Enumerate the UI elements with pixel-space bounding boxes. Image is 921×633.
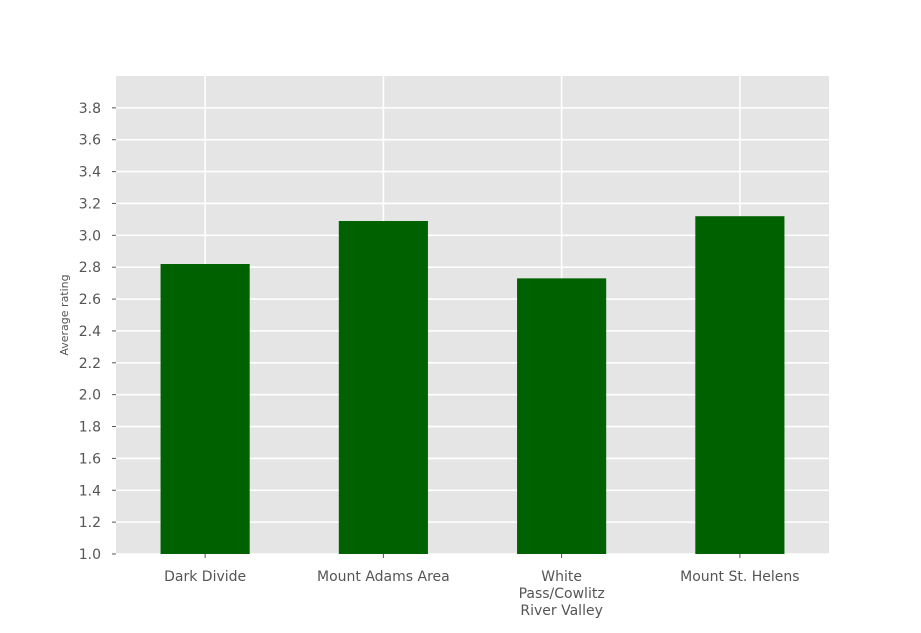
bar	[695, 216, 785, 555]
bars	[160, 216, 785, 555]
y-tick-label: 3.2	[79, 196, 101, 212]
y-tick-label: 1.2	[79, 515, 101, 531]
y-tick-label: 3.0	[79, 228, 101, 244]
bar	[338, 220, 428, 554]
y-tick-label: 3.4	[79, 165, 101, 181]
y-tick-label: 2.2	[79, 356, 101, 372]
y-tick-label: 2.4	[79, 324, 101, 340]
x-tick-label: White Pass/Cowlitz River Valley	[519, 569, 605, 619]
y-axis-title: Average rating	[58, 274, 71, 355]
y-tick-label: 1.4	[79, 483, 101, 499]
y-tick-label: 3.8	[79, 101, 101, 117]
y-tick-label: 3.6	[79, 133, 101, 149]
y-axis-ticks: 1.0 1.2 1.4 1.6 1.8 2.0 2.2 2.4 2.6 2.8 3.0 3.2 3.4 3…	[79, 101, 116, 563]
bar	[160, 264, 250, 554]
y-tick-label: 1.8	[79, 420, 101, 436]
y-tick-label: 2.6	[79, 292, 101, 308]
bar	[517, 278, 607, 554]
x-axis-ticks: Dark Divide Mount Adams Area White Pass/Cow…	[164, 554, 800, 619]
x-tick-label: Dark Divide	[164, 569, 246, 585]
x-tick-label: Mount St. Helens	[680, 569, 799, 585]
y-tick-label: 2.8	[79, 260, 101, 276]
y-tick-label: 1.6	[79, 451, 101, 467]
y-tick-label: 2.0	[79, 388, 101, 404]
y-tick-label: 1.0	[79, 547, 101, 563]
x-tick-label: Mount Adams Area	[317, 569, 450, 585]
